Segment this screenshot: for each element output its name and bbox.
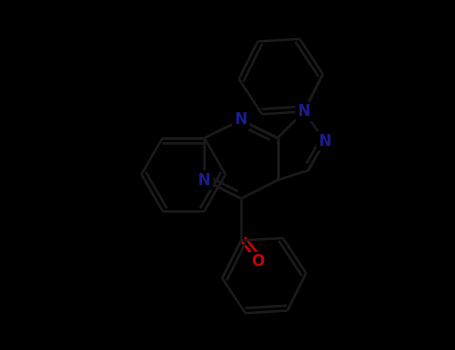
Text: N: N bbox=[318, 133, 331, 148]
Text: N: N bbox=[298, 104, 310, 119]
Text: N: N bbox=[235, 112, 248, 127]
Text: N: N bbox=[198, 173, 211, 188]
Text: O: O bbox=[251, 254, 264, 269]
